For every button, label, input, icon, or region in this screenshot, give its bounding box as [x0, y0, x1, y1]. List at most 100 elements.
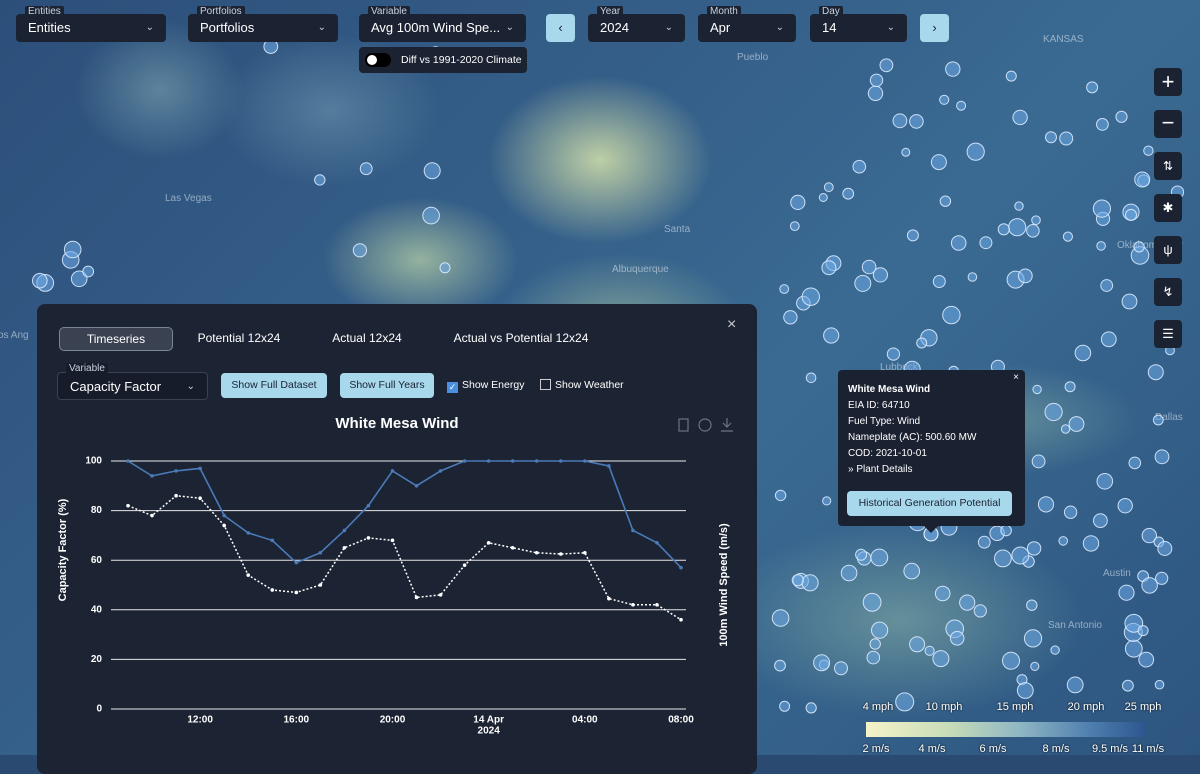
history-button[interactable]: Historical Generation Potential — [847, 491, 1012, 516]
plant-marker[interactable] — [423, 162, 441, 180]
checkbox[interactable]: Show Weather — [540, 379, 624, 391]
plant-marker[interactable] — [1026, 599, 1038, 611]
year-dropdown[interactable]: 2024 ⌄ — [588, 14, 685, 42]
plant-marker[interactable] — [855, 548, 868, 561]
plant-marker[interactable] — [774, 659, 786, 672]
plant-marker[interactable] — [1128, 456, 1142, 470]
plant-marker[interactable] — [1026, 541, 1042, 556]
plant-marker[interactable] — [1100, 279, 1114, 292]
plant-marker[interactable] — [1115, 110, 1128, 123]
full-years-button[interactable]: Show Full Years — [340, 373, 434, 398]
plant-marker[interactable] — [934, 585, 951, 602]
plant-marker[interactable] — [916, 337, 928, 349]
plant-marker[interactable] — [854, 274, 872, 292]
plant-marker[interactable] — [861, 259, 877, 275]
plant-marker[interactable] — [1044, 402, 1063, 422]
next-button[interactable]: › — [920, 14, 949, 42]
plant-marker[interactable] — [932, 275, 946, 288]
plant-marker[interactable] — [1002, 651, 1020, 670]
layers-control[interactable]: ☰ — [1154, 320, 1182, 348]
plant-marker[interactable] — [1058, 536, 1068, 546]
plant-marker[interactable] — [82, 265, 95, 278]
plant-details-link[interactable]: » Plant Details — [848, 464, 913, 475]
plant-marker[interactable] — [871, 621, 889, 639]
plant-marker[interactable] — [834, 661, 848, 676]
portfolios-dropdown[interactable]: Portfolios ⌄ — [188, 14, 338, 42]
plant-marker[interactable] — [1124, 613, 1144, 633]
climate-toggle[interactable]: Diff vs 1991-2020 Climate — [359, 47, 527, 73]
plant-marker[interactable] — [939, 195, 952, 207]
plant-marker[interactable] — [1152, 414, 1164, 426]
zoom-in[interactable]: + — [1154, 68, 1182, 96]
plant-marker[interactable] — [1096, 473, 1114, 490]
power-layer[interactable]: ↯ — [1154, 278, 1182, 306]
plant-marker[interactable] — [1082, 535, 1100, 552]
plant-marker[interactable] — [791, 574, 804, 587]
plant-marker[interactable] — [32, 272, 48, 289]
plant-marker[interactable] — [352, 243, 367, 258]
plant-marker[interactable] — [966, 142, 985, 161]
plant-marker[interactable] — [779, 700, 791, 712]
plant-marker[interactable] — [901, 147, 911, 157]
plant-marker[interactable] — [956, 100, 967, 111]
plant-marker[interactable] — [867, 85, 884, 102]
plant-marker[interactable] — [909, 636, 926, 653]
plant-marker[interactable] — [1133, 241, 1145, 253]
plant-marker[interactable] — [1062, 231, 1074, 242]
plant-marker[interactable] — [789, 221, 800, 232]
plant-marker[interactable] — [1147, 364, 1164, 381]
plant-marker[interactable] — [422, 206, 440, 225]
plant-marker[interactable] — [1154, 449, 1170, 465]
plant-marker[interactable] — [840, 564, 858, 582]
plant-marker[interactable] — [1117, 498, 1133, 514]
plant-marker[interactable] — [932, 650, 950, 668]
day-dropdown[interactable]: 14 ⌄ — [810, 14, 907, 42]
plant-marker[interactable] — [1000, 524, 1012, 537]
expand-control[interactable]: ⇅ — [1154, 152, 1182, 180]
tower-layer[interactable]: ψ — [1154, 236, 1182, 264]
plant-marker[interactable] — [870, 548, 889, 567]
plant-marker[interactable] — [1012, 109, 1028, 126]
plant-marker[interactable] — [1141, 577, 1158, 594]
plant-marker[interactable] — [852, 159, 867, 174]
plant-marker[interactable] — [1074, 344, 1092, 362]
plant-marker[interactable] — [1134, 171, 1151, 188]
plant-marker[interactable] — [967, 272, 978, 282]
plant-marker[interactable] — [1050, 645, 1060, 655]
plant-marker[interactable] — [973, 604, 987, 618]
plant-marker[interactable] — [70, 270, 88, 288]
plant-marker[interactable] — [1125, 208, 1137, 221]
plant-marker[interactable] — [813, 654, 831, 672]
plant-marker[interactable] — [924, 645, 935, 656]
plant-marker[interactable] — [930, 154, 947, 171]
plant-marker[interactable] — [801, 574, 819, 592]
plant-marker[interactable] — [1060, 424, 1071, 434]
plant-marker[interactable] — [949, 631, 965, 646]
prev-button[interactable]: ‹ — [546, 14, 575, 42]
plant-marker[interactable] — [823, 182, 834, 193]
plant-marker[interactable] — [903, 562, 921, 580]
plant-marker[interactable] — [879, 58, 894, 73]
plant-marker[interactable] — [1157, 541, 1173, 556]
plant-marker[interactable] — [939, 94, 950, 105]
plant-marker[interactable] — [1063, 505, 1078, 519]
plant-marker[interactable] — [1118, 584, 1135, 601]
plant-marker[interactable] — [1068, 416, 1085, 432]
plant-marker[interactable] — [1154, 679, 1165, 690]
plant-marker[interactable] — [1092, 199, 1112, 218]
plant-marker[interactable] — [895, 692, 915, 712]
plant-marker[interactable] — [63, 240, 82, 259]
plant-marker[interactable] — [977, 535, 991, 549]
plant-marker[interactable] — [823, 327, 840, 344]
plant-marker[interactable] — [801, 287, 820, 306]
plant-marker[interactable] — [1137, 625, 1149, 637]
plant-marker[interactable] — [909, 114, 924, 129]
plant-marker[interactable] — [979, 236, 993, 250]
wind-layer[interactable]: ✱ — [1154, 194, 1182, 222]
plant-marker[interactable] — [1045, 131, 1057, 144]
plant-marker[interactable] — [1059, 131, 1074, 146]
plant-marker[interactable] — [314, 174, 326, 186]
variable-dropdown[interactable]: Avg 100m Wind Spe... ⌄ — [359, 14, 526, 42]
plant-marker[interactable] — [866, 650, 881, 665]
plant-marker[interactable] — [359, 162, 373, 176]
